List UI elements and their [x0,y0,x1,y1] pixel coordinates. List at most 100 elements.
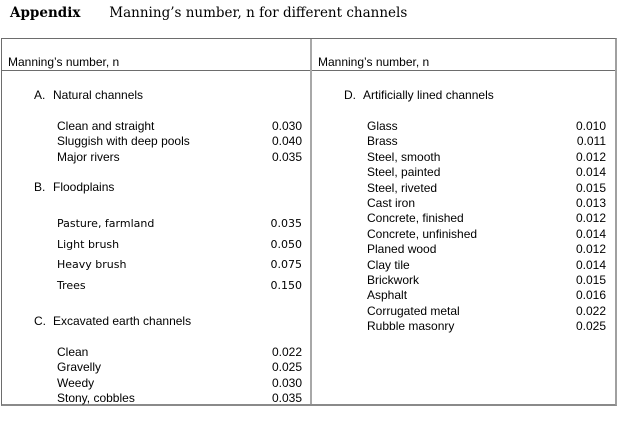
table-row: Heavy brush 0.075 [57,255,302,276]
channel-name: Concrete, unfinished [367,226,478,241]
table-row: Clay tile 0.014 [367,258,606,273]
right-header-text: Manning’s number, n [318,55,430,69]
n-value: 0.016 [575,288,606,303]
section-a-name: Natural channels [53,88,144,102]
n-value: 0.011 [576,134,606,149]
section-b-letter: B. [34,180,46,194]
channel-name: Clay tile [367,257,410,272]
n-value: 0.012 [575,211,606,226]
n-value: 0.030 [271,119,302,133]
channel-name: Planed wood [367,242,437,257]
n-value: 0.012 [575,242,606,257]
table-row: Stony, cobbles 0.035 [57,391,302,406]
right-column-header: Manning’s number, n [312,39,615,71]
table-row: Glass 0.010 [367,119,606,134]
table-row: Steel, riveted 0.015 [367,181,606,196]
channel-name: Light brush [57,237,120,251]
section-b-title: B. Floodplains [34,180,114,194]
n-value: 0.035 [271,149,302,164]
n-value: 0.014 [575,226,606,241]
n-value: 0.013 [575,195,606,210]
section-d-rows: Glass 0.010 Brass 0.011 Steel, smooth 0.012… [367,119,606,334]
channel-name: Weedy [57,375,95,390]
channel-name: Gravelly [57,360,102,375]
table-row: Weedy 0.030 [57,376,302,391]
channel-name: Brickwork [367,272,420,287]
mannings-table: Manning’s number, n A. Natural channels C… [1,38,617,406]
table-row: Gravelly 0.025 [57,360,302,375]
n-value: 0.030 [271,375,302,390]
left-column-header: Manning’s number, n [2,39,310,71]
channel-name: Stony, cobbles [57,391,135,406]
table-row: Trees 0.150 [57,276,302,297]
table-row: Cast iron 0.013 [367,196,606,211]
section-c-letter: C. [34,314,46,328]
channel-name: Pasture, farmland [57,217,155,230]
table-row: Major rivers 0.035 [57,150,302,165]
table-row: Brass 0.011 [367,134,606,149]
channel-name: Cast iron [367,195,416,210]
table-row: Sluggish with deep pools 0.040 [57,134,302,149]
section-a-rows: Clean and straight 0.030 Sluggish with de… [57,119,302,165]
channel-name: Clean and straight [57,119,155,133]
table-row: Light brush 0.050 [57,235,302,256]
table-row: Rubble masonry 0.025 [367,319,606,334]
section-b-name: Floodplains [53,180,115,194]
section-c-name: Excavated earth channels [53,314,192,328]
channel-name: Trees [57,278,86,292]
section-a-title: A. Natural channels [34,88,143,102]
section-c-rows: Clean 0.022 Gravelly 0.025 Weedy 0.030 Ston… [57,345,302,407]
n-value: 0.025 [271,360,302,375]
table-row: Asphalt 0.016 [367,288,606,303]
n-value: 0.050 [270,237,303,251]
n-value: 0.012 [575,149,606,164]
appendix-label: Appendix [10,5,81,21]
section-d-name: Artificially lined channels [363,88,494,102]
n-value: 0.022 [575,303,606,318]
channel-name: Heavy brush [57,258,127,272]
table-row: Corrugated metal 0.022 [367,304,606,319]
n-value: 0.035 [270,217,303,230]
channel-name: Clean [57,345,89,359]
left-column: Manning’s number, n A. Natural channels C… [2,39,312,407]
table-row: Steel, painted 0.014 [367,165,606,180]
table-row: Steel, smooth 0.012 [367,150,606,165]
section-b-rows: Pasture, farmland 0.035 Light brush 0.050 … [57,214,302,296]
n-value: 0.015 [575,272,606,287]
n-value: 0.025 [575,319,606,334]
channel-name: Corrugated metal [367,303,460,318]
n-value: 0.150 [270,278,303,292]
appendix-title: Appendix Manning’s number, n for differe… [10,5,407,21]
section-c-title: C. Excavated earth channels [34,314,191,328]
channel-name: Sluggish with deep pools [57,134,190,149]
channel-name: Asphalt [367,288,408,303]
channel-name: Concrete, finished [367,211,464,226]
n-value: 0.035 [271,391,302,406]
n-value: 0.010 [575,119,606,133]
table-row: Clean 0.022 [57,345,302,360]
n-value: 0.075 [270,258,303,272]
section-d-title: D. Artificially lined channels [344,88,494,102]
n-value: 0.022 [271,345,302,359]
channel-name: Brass [367,134,398,149]
table-row: Concrete, finished 0.012 [367,211,606,226]
channel-name: Major rivers [57,149,120,164]
section-a-letter: A. [34,88,46,102]
channel-name: Steel, painted [367,165,441,180]
channel-name: Glass [367,119,398,133]
channel-name: Steel, smooth [367,149,441,164]
n-value: 0.015 [575,180,606,195]
n-value: 0.040 [271,134,302,149]
channel-name: Steel, riveted [367,180,438,195]
appendix-caption: Manning’s number, n for different channe… [109,5,408,21]
section-d-letter: D. [344,88,356,102]
n-value: 0.014 [575,165,606,180]
table-row: Brickwork 0.015 [367,273,606,288]
table-row: Clean and straight 0.030 [57,119,302,134]
table-row: Planed wood 0.012 [367,242,606,257]
table-row: Concrete, unfinished 0.014 [367,227,606,242]
table-row: Pasture, farmland 0.035 [57,214,302,235]
channel-name: Rubble masonry [367,319,455,334]
n-value: 0.014 [575,257,606,272]
left-header-text: Manning’s number, n [8,55,120,69]
